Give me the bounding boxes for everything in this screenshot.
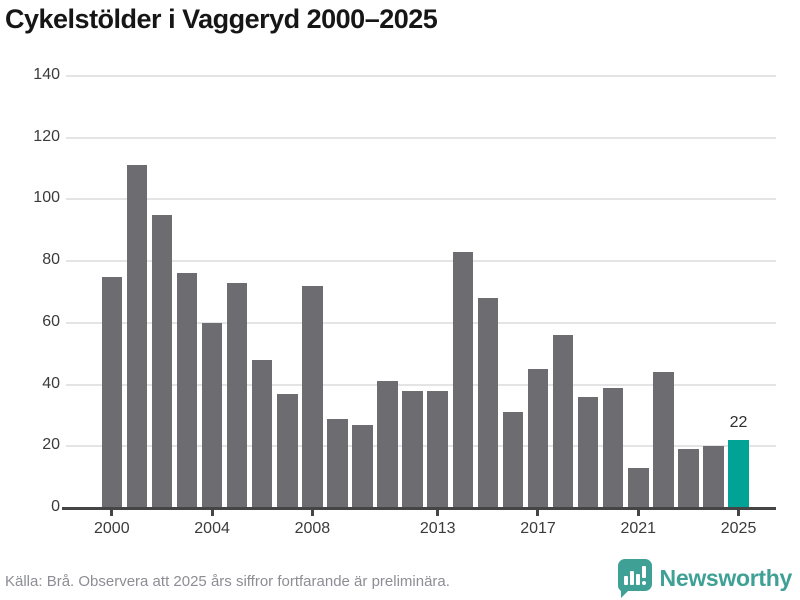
x-axis-tick-2021	[636, 510, 640, 516]
bar-2003	[176, 273, 198, 508]
bar-2025	[728, 440, 749, 508]
bar-2008	[302, 285, 323, 508]
x-axis-line	[62, 507, 776, 510]
x-axis-label-2025: 2025	[720, 520, 757, 537]
bar-2001	[126, 165, 148, 508]
gridline-140	[66, 75, 776, 77]
bar-2000	[101, 276, 123, 508]
bar-2018	[552, 335, 574, 508]
bar-2015	[477, 298, 499, 508]
newsworthy-logo-icon	[617, 559, 652, 598]
y-axis-label-20: 20	[42, 436, 60, 454]
gridline-80	[66, 260, 776, 263]
bar-2022	[653, 372, 674, 508]
y-axis-label-140: 140	[33, 66, 60, 83]
x-axis-label-2008: 2008	[294, 520, 331, 537]
x-axis-label-2004: 2004	[194, 520, 230, 537]
bar-2005	[226, 282, 248, 508]
bar-2012	[402, 390, 423, 508]
bar-2017	[527, 369, 549, 508]
source-note: Källa: Brå. Observera att 2025 års siffr…	[5, 573, 450, 590]
highlight-value-label: 22	[729, 414, 748, 432]
x-axis-tick-2013	[436, 510, 440, 516]
gridline-40	[66, 383, 776, 386]
bar-2016	[502, 412, 524, 508]
y-axis-label-100: 100	[33, 189, 60, 207]
bar-2013	[427, 390, 448, 508]
bar-2020	[602, 387, 624, 508]
y-axis-label-120: 120	[33, 127, 60, 145]
x-axis-tick-2000	[110, 510, 114, 516]
bar-2014	[452, 251, 474, 508]
bar-2007	[277, 393, 298, 508]
bar-2002	[151, 214, 173, 508]
bar-2024	[703, 446, 724, 508]
bar-2011	[377, 381, 398, 508]
x-axis-tick-2008	[310, 510, 314, 516]
bar-2010	[352, 424, 373, 508]
x-axis-label-2013: 2013	[419, 520, 456, 537]
bar-2023	[678, 449, 699, 508]
bar-2019	[577, 396, 599, 508]
y-axis-label-40: 40	[42, 374, 60, 392]
bar-2009	[327, 418, 348, 508]
bar-2021	[628, 467, 649, 508]
x-axis-label-2000: 2000	[94, 520, 130, 537]
newsworthy-brand-name: Newsworthy	[659, 564, 793, 591]
gridline-120	[66, 136, 776, 139]
x-axis-label-2021: 2021	[620, 520, 657, 537]
y-axis-label-80: 80	[42, 251, 60, 269]
x-axis-tick-2017	[536, 510, 540, 516]
x-axis-tick-2025	[737, 510, 741, 516]
x-axis-label-2017: 2017	[520, 520, 556, 537]
bar-2004	[201, 322, 223, 508]
x-axis-tick-2004	[210, 510, 214, 516]
bar-2006	[251, 359, 273, 508]
gridline-100	[66, 198, 776, 201]
chart-title: Cykelstölder i Vaggeryd 2000–2025	[5, 4, 438, 34]
y-axis-label-0: 0	[51, 498, 60, 515]
y-axis-label-60: 60	[42, 312, 60, 330]
newsworthy-brand: Newsworthy	[616, 557, 792, 599]
gridline-60	[66, 321, 776, 324]
